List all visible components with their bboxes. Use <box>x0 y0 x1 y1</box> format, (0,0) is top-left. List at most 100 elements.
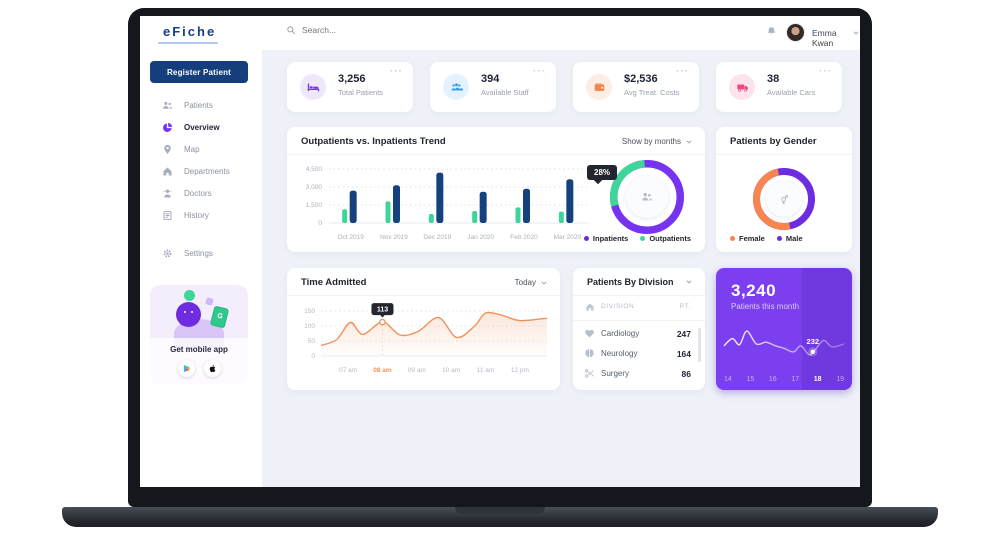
bell-icon[interactable] <box>766 26 777 37</box>
division-name: Cardiology <box>601 329 640 338</box>
search-input[interactable] <box>302 25 422 35</box>
scissors-icon <box>584 368 595 379</box>
gender-card: Patients by Gender Female Male <box>716 127 852 252</box>
donut-tooltip: 28% <box>587 165 618 180</box>
illustration-character <box>176 302 201 327</box>
topbar: eFiche Emma Kwan <box>140 16 860 50</box>
app-store-button[interactable] <box>203 360 221 377</box>
mobile-app-card: G Get mobile app <box>150 285 248 384</box>
brain-icon <box>584 348 595 359</box>
illustration-square <box>205 297 214 306</box>
search-bar[interactable] <box>286 25 422 35</box>
stat-icon-wrap <box>443 74 469 100</box>
division-card-title: Patients By Division <box>587 277 674 287</box>
stat-card-available-staff: 394 Available Staff ··· <box>430 62 556 112</box>
time-card-title: Time Admitted <box>301 277 367 288</box>
division-dropdown[interactable] <box>685 278 693 286</box>
users-icon <box>641 191 653 203</box>
show-by-months-dropdown[interactable]: Show by months <box>622 137 693 146</box>
month-patients-value: 3,240 <box>731 281 777 300</box>
svg-text:0: 0 <box>311 353 315 360</box>
register-patient-button[interactable]: Register Patient <box>150 61 248 83</box>
logo-underline <box>158 42 218 44</box>
legend-label: Inpatients <box>592 234 629 243</box>
user-name[interactable]: Emma Kwan <box>812 28 837 48</box>
app-logo: eFiche <box>163 24 217 39</box>
legend-dot <box>583 236 589 241</box>
stat-label: Total Patients <box>338 88 384 97</box>
mobile-app-title: Get mobile app <box>170 345 228 354</box>
svg-text:Feb 2020: Feb 2020 <box>510 234 538 241</box>
chevron-down-icon <box>540 279 548 287</box>
division-name: Neurology <box>601 349 638 358</box>
card-menu-icon[interactable]: ··· <box>819 66 832 77</box>
patients-this-month-card: 3,240 Patients this month 232 14 15 16 17 18… <box>716 268 852 390</box>
inpatients-outpatients-bar-chart[interactable]: 0 1,500 3,000 4,500 Oct 2019 Nov 2019 Dec 2019… <box>295 161 595 247</box>
sidebar-item-settings[interactable]: Settings <box>140 242 262 264</box>
division-count: 247 <box>676 329 691 339</box>
sidebar-item-history[interactable]: History <box>140 204 262 226</box>
laptop-base <box>62 507 938 527</box>
apple-icon <box>208 364 217 373</box>
month-x-label: 18 <box>813 376 822 383</box>
month-x-label: 16 <box>768 376 777 383</box>
stat-value: 394 <box>481 73 500 85</box>
donut-center-icon <box>626 176 668 218</box>
division-row-surgery[interactable]: Surgery 86 <box>573 364 705 384</box>
sidebar-item-label: Doctors <box>184 188 212 198</box>
svg-text:Mar 2020: Mar 2020 <box>554 234 582 241</box>
legend-label: Male <box>785 234 803 243</box>
card-menu-icon[interactable]: ··· <box>533 66 546 77</box>
sidebar-item-label: Map <box>184 144 200 154</box>
gender-card-title: Patients by Gender <box>730 136 817 147</box>
svg-text:10 am: 10 am <box>442 367 460 374</box>
pin-icon <box>162 144 173 155</box>
sidebar-item-label: Settings <box>184 248 213 258</box>
division-table-header: DIVISION PT. <box>573 300 705 318</box>
svg-text:100: 100 <box>304 323 315 330</box>
sidebar-item-map[interactable]: Map <box>140 138 262 160</box>
patients-by-division-card: Patients By Division DIVISION PT. Cardio… <box>573 268 705 390</box>
time-admitted-card: Time Admitted Today 0 50 100 150 07 am 08 am 0… <box>287 268 560 390</box>
legend-item-female: Female <box>730 234 765 243</box>
division-count: 164 <box>676 349 691 359</box>
svg-text:07 am: 07 am <box>339 367 357 374</box>
division-row-neurology[interactable]: Neurology 164 <box>573 344 705 364</box>
division-row-cardiology[interactable]: Cardiology 247 <box>573 324 705 344</box>
scrollbar-thumb[interactable] <box>698 328 701 362</box>
google-play-button[interactable] <box>177 360 195 377</box>
card-menu-icon[interactable]: ··· <box>390 66 403 77</box>
time-admitted-line-chart[interactable]: 0 50 100 150 07 am 08 am 09 am 10 am 11 am 12 pm 1… <box>291 298 555 386</box>
staff-icon <box>450 81 463 94</box>
doctor-icon <box>162 188 173 199</box>
avatar[interactable] <box>786 23 805 42</box>
illustration-phone: G <box>209 305 230 329</box>
sidebar-item-departments[interactable]: Departments <box>140 160 262 182</box>
card-menu-icon[interactable]: ··· <box>676 66 689 77</box>
gender-legend: Female Male <box>730 234 803 243</box>
trend-legend: Inpatients Outpatients <box>583 234 691 243</box>
ambulance-icon <box>736 81 749 94</box>
stat-icon-wrap <box>586 74 612 100</box>
today-dropdown[interactable]: Today <box>515 278 548 287</box>
sidebar-item-overview[interactable]: Overview <box>140 116 262 138</box>
stat-card-total-patients: 3,256 Total Patients ··· <box>287 62 413 112</box>
svg-text:4,500: 4,500 <box>306 166 323 173</box>
sidebar-item-doctors[interactable]: Doctors <box>140 182 262 204</box>
stat-card-available-cars: 38 Available Cars ··· <box>716 62 842 112</box>
month-x-label: 15 <box>746 376 755 383</box>
legend-dot <box>730 236 735 241</box>
sidebar-item-patients[interactable]: Patients <box>140 94 262 116</box>
month-sparkline[interactable]: 232 <box>722 320 846 368</box>
trend-card-header: Outpatients vs. Inpatients Trend Show by… <box>287 127 705 155</box>
division-card-header: Patients By Division <box>573 268 705 296</box>
bed-icon <box>307 81 320 94</box>
stat-value: 3,256 <box>338 73 366 85</box>
svg-text:113: 113 <box>377 307 388 314</box>
chevron-down-icon[interactable] <box>852 29 860 37</box>
gender-donut[interactable] <box>752 167 816 231</box>
inpatients-share-donut[interactable] <box>609 159 685 235</box>
legend-item-outpatients: Outpatients <box>640 234 691 243</box>
month-x-labels: 14 15 16 17 18 19 <box>724 376 844 383</box>
legend-item-inpatients: Inpatients <box>583 234 629 243</box>
